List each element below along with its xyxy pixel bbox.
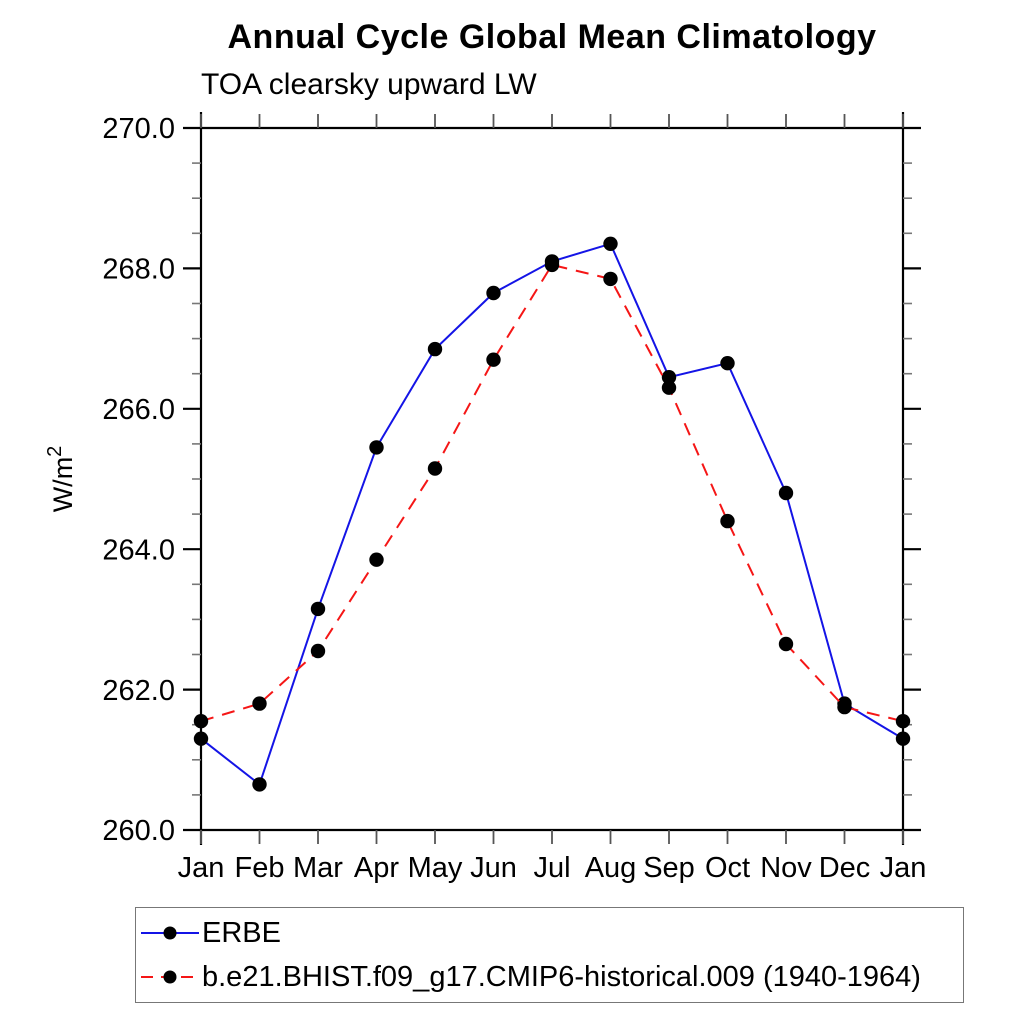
data-point-marker (603, 236, 618, 251)
legend-label: b.e21.BHIST.f09_g17.CMIP6-historical.009… (202, 960, 921, 993)
series-line-erbe (200, 242, 904, 787)
x-tick-label: Jun (470, 852, 517, 884)
y-tick-label: 270.0 (102, 113, 175, 145)
data-point-marker (661, 380, 677, 395)
data-point-marker (193, 714, 209, 729)
chart-subtitle: TOA clearsky upward LW (201, 68, 537, 101)
data-point-marker (193, 731, 209, 746)
data-point-marker (486, 352, 501, 367)
x-tick-label: Nov (760, 852, 812, 884)
data-point-marker (837, 699, 852, 715)
data-point-marker (252, 696, 267, 711)
data-point-marker (895, 714, 911, 729)
x-tick-label: Feb (235, 852, 285, 884)
legend-marker (163, 926, 177, 940)
legend-line-sample (141, 926, 199, 940)
x-tick-label: Mar (293, 852, 343, 884)
data-point-marker (486, 285, 501, 301)
x-tick-label: Jul (533, 852, 570, 884)
y-tick-label: 262.0 (102, 675, 175, 707)
y-tick-label: 264.0 (102, 534, 175, 566)
legend-marker (163, 970, 177, 984)
data-point-marker (661, 370, 677, 385)
y-tick-label: 268.0 (102, 254, 175, 286)
series-line-model (200, 263, 904, 723)
legend-item-model: b.e21.BHIST.f09_g17.CMIP6-historical.009… (139, 955, 963, 999)
x-tick-label: Aug (585, 852, 637, 884)
data-point-marker (369, 440, 384, 455)
y-axis-title: W/m2 (44, 446, 78, 513)
data-point-marker (720, 356, 735, 371)
x-tick-label: Apr (354, 852, 399, 884)
chart-title: Annual Cycle Global Mean Climatology (227, 18, 877, 56)
legend-label: ERBE (202, 916, 281, 949)
data-point-marker (252, 777, 267, 792)
legend: ERBE b.e21.BHIST.f09_g17.CMIP6-historical… (135, 907, 964, 1003)
x-tick-label: Dec (819, 852, 871, 884)
x-tick-label: Oct (705, 852, 750, 884)
x-tick-label: May (408, 852, 463, 884)
data-point-marker (310, 643, 326, 659)
y-tick-label: 266.0 (102, 394, 175, 426)
y-tick-label: 260.0 (102, 815, 175, 847)
x-tick-label: Jan (178, 852, 225, 884)
data-point-marker (720, 513, 735, 529)
data-point-marker (544, 257, 560, 273)
legend-line-sample (141, 970, 199, 984)
data-point-marker (427, 341, 443, 357)
data-point-marker (895, 731, 911, 746)
data-point-marker (778, 636, 794, 652)
data-point-marker (603, 271, 618, 287)
x-tick-label: Sep (643, 852, 695, 884)
data-point-marker (778, 485, 794, 501)
x-tick-label: Jan (880, 852, 927, 884)
data-point-marker (369, 552, 384, 567)
data-point-marker (427, 461, 443, 476)
data-point-marker (310, 601, 326, 617)
legend-item-erbe: ERBE (139, 911, 963, 955)
